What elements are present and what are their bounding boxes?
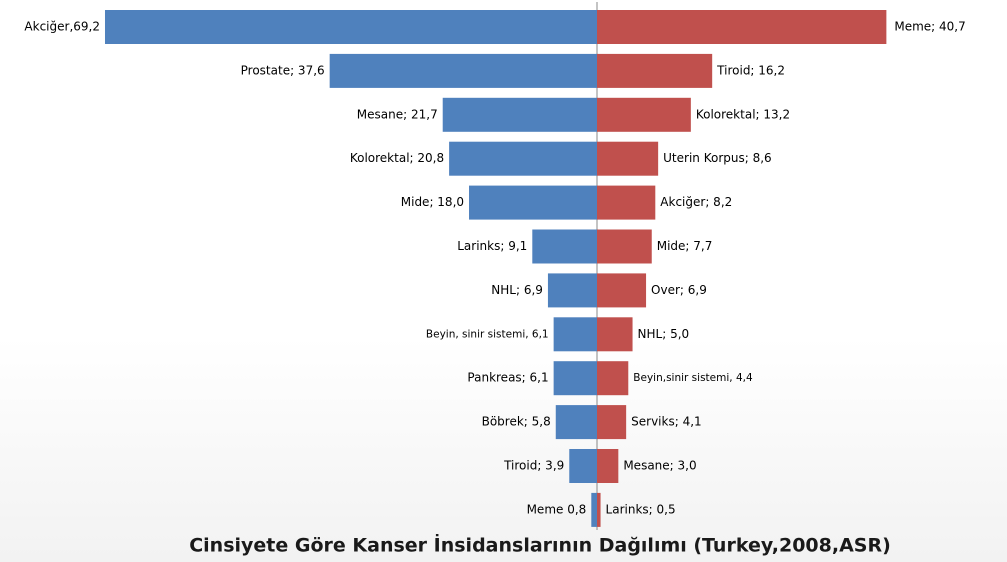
- bar: [555, 405, 597, 440]
- data-label: Mesane; 3,0: [623, 459, 696, 473]
- data-label: Tiroid; 16,2: [716, 63, 785, 77]
- bar: [597, 492, 601, 527]
- bar: [532, 229, 597, 264]
- data-label: Akciğer; 8,2: [660, 195, 732, 209]
- data-label: Beyin, sinir sistemi, 6,1: [426, 328, 549, 340]
- bar: [597, 10, 887, 44]
- bar: [597, 273, 647, 308]
- chart-title: Cinsiyete Göre Kanser İnsidanslarının Da…: [189, 533, 891, 557]
- data-label: Tiroid; 3,9: [503, 459, 564, 473]
- data-label: Böbrek; 5,8: [482, 415, 551, 429]
- bar: [449, 141, 597, 176]
- bar: [569, 449, 597, 483]
- bar: [597, 361, 629, 396]
- bar: [597, 405, 627, 440]
- data-label: NHL; 6,9: [491, 283, 543, 297]
- bar: [469, 185, 597, 220]
- data-label: Meme 0,8: [527, 502, 587, 516]
- bar: [553, 317, 597, 352]
- bar: [547, 273, 597, 308]
- data-label: Mide; 7,7: [657, 239, 713, 253]
- bar: [597, 229, 652, 264]
- data-label: Beyin,sinir sistemi, 4,4: [633, 372, 753, 384]
- bar: [597, 185, 656, 220]
- data-label: Mesane; 21,7: [357, 107, 438, 121]
- data-label: Kolorektal; 13,2: [696, 107, 790, 121]
- data-label: Over; 6,9: [651, 283, 707, 297]
- bar: [597, 97, 691, 132]
- bar: [329, 53, 597, 88]
- data-label: Akciğer,69,2: [24, 20, 100, 34]
- bar: [591, 492, 597, 527]
- bar: [597, 449, 619, 483]
- data-label: Meme; 40,7: [894, 20, 965, 34]
- data-label: Serviks; 4,1: [631, 415, 702, 429]
- bar: [597, 53, 713, 88]
- bar: [597, 141, 659, 176]
- bar: [104, 10, 597, 44]
- bar: [553, 361, 597, 396]
- data-label: Larinks; 9,1: [457, 239, 527, 253]
- bar: [597, 317, 633, 352]
- data-label: Mide; 18,0: [401, 195, 464, 209]
- data-label: Kolorektal; 20,8: [350, 151, 444, 165]
- data-label: NHL; 5,0: [638, 327, 690, 341]
- data-label: Uterin Korpus; 8,6: [663, 151, 772, 165]
- bar: [442, 97, 597, 132]
- data-label: Prostate; 37,6: [241, 63, 325, 77]
- data-label: Larinks; 0,5: [606, 502, 676, 516]
- data-label: Pankreas; 6,1: [467, 371, 548, 385]
